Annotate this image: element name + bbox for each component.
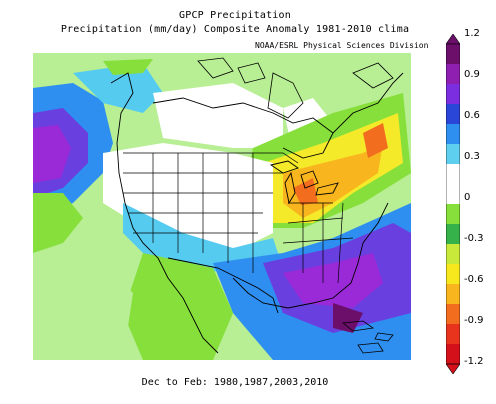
pacific-purple-region: [33, 125, 71, 183]
colorbar-tick-label: -1.2: [464, 356, 484, 367]
colorbar-segment: [446, 224, 460, 245]
colorbar-segment: [446, 184, 460, 205]
colorbar-tick-label: 1.2: [464, 28, 480, 39]
colorbar-segment: [446, 64, 460, 85]
colorbar-segment: [446, 124, 460, 145]
colorbar-tick-label: 0.6: [464, 110, 480, 121]
alaska-green-region: [103, 59, 153, 75]
colorbar-tick-label: -0.6: [464, 274, 484, 285]
tropical-pacific-region: [33, 253, 133, 360]
colorbar-segment: [446, 104, 460, 125]
colorbar-top-arrow: [446, 34, 460, 45]
mexico-green-region: [123, 253, 233, 360]
michigan-redorange-region: [293, 178, 318, 205]
alaska-lightblue-region: [73, 63, 163, 113]
colorbar-tick-label: 0: [464, 192, 471, 203]
colorbar-tick-label: 0.3: [464, 151, 480, 162]
colorbar-outline: [446, 43, 460, 365]
political-borders: [123, 152, 354, 284]
colorbar-tick-label: -0.9: [464, 315, 484, 326]
colorbar-tick-label: 0.9: [464, 69, 480, 80]
colorbar-segment: [446, 204, 460, 225]
chart-subtitle: Precipitation (mm/day) Composite Anomaly…: [60, 24, 410, 35]
chart-title: GPCP Precipitation: [179, 10, 291, 21]
colorbar-segment: [446, 324, 460, 345]
credit-label: NOAA/ESRL Physical Sciences Division: [255, 41, 429, 50]
colorbar-segment: [446, 164, 460, 185]
colorbar-tick-label: -0.3: [464, 233, 484, 244]
colorbar-segment: [446, 264, 460, 285]
colorbar-segment: [446, 244, 460, 265]
colorbar-segment: [446, 304, 460, 325]
quebec-redorange-region: [363, 123, 388, 158]
colorbar-bottom-arrow: [446, 363, 460, 374]
gulf-purple-region: [283, 253, 383, 308]
southwest-lightblue-region: [123, 203, 283, 273]
colorbar: [446, 34, 460, 374]
precipitation-anomaly-map: [33, 53, 411, 360]
colorbar-segment: [446, 144, 460, 165]
arctic-outlines: [197, 57, 394, 119]
coastlines: [110, 72, 404, 354]
caribbean-outlines: [341, 320, 394, 354]
colorbar-segment: [446, 84, 460, 105]
colorbar-segment: [446, 284, 460, 305]
colorbar-segment: [446, 344, 460, 365]
gulf-deep-purple-region: [333, 303, 363, 333]
date-caption: Dec to Feb: 1980,1987,2003,2010: [141, 377, 329, 388]
great-lakes: [269, 160, 339, 205]
colorbar-segment: [446, 44, 460, 65]
pacific-green-region: [33, 193, 83, 253]
